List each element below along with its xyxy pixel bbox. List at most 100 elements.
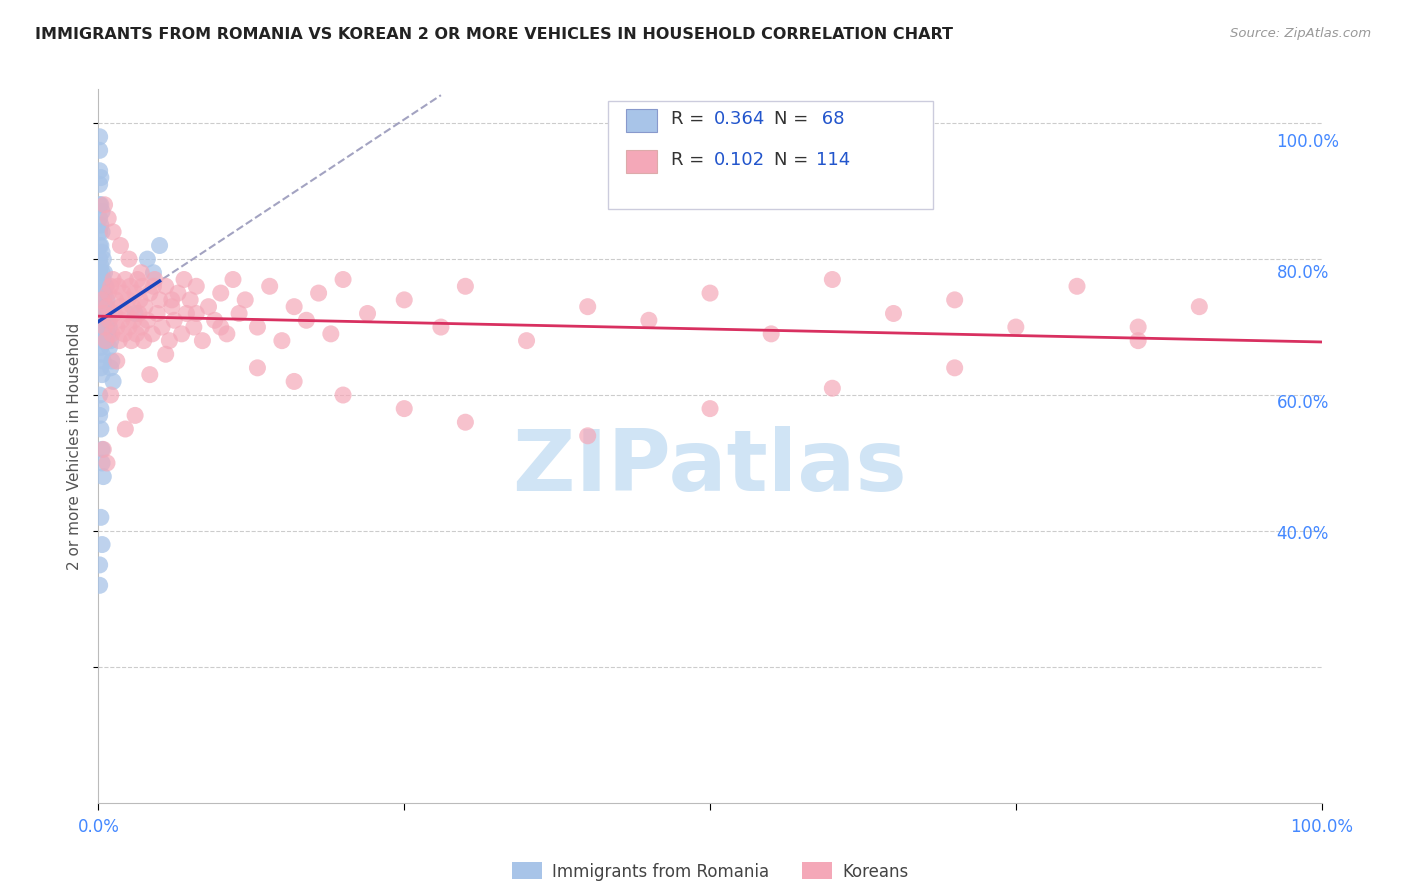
Point [201,316,224,330]
Point [492,290,515,304]
Point [169,302,191,317]
Point [205,342,228,356]
Point [172,329,194,343]
Point [269,322,291,336]
Point [167,538,190,552]
Point [252,290,274,304]
Point [167,368,190,383]
Point [172,302,194,317]
Point [197,414,219,428]
Point [928,368,950,383]
Point [166,394,188,409]
Text: 0.364: 0.364 [713,111,765,128]
Point [173,335,195,350]
Point [167,447,190,461]
Point [169,342,191,356]
Point [263,310,285,324]
Point [167,277,190,291]
Point [195,310,218,324]
Point [167,270,190,285]
Point [193,290,215,304]
Point [274,296,297,310]
Point [274,329,297,343]
Point [177,381,200,395]
Point [170,296,193,310]
Point [166,558,188,572]
Text: 68: 68 [815,111,845,128]
Point [169,263,191,277]
Point [166,192,188,206]
Point [201,302,224,317]
Point [197,296,219,310]
Point [167,512,190,526]
Point [1091,329,1114,343]
Point [195,322,218,336]
Point [190,316,212,330]
Point [167,218,190,232]
Point [184,251,207,265]
Point [172,290,194,304]
Point [170,277,193,291]
Text: 0.102: 0.102 [713,152,765,169]
Point [318,290,340,304]
Point [169,473,191,487]
Point [174,322,197,336]
Point [243,316,266,330]
Point [169,283,191,297]
Point [246,302,269,317]
Point [191,302,214,317]
Point [197,316,219,330]
Point [1036,290,1059,304]
Point [194,342,217,356]
Point [221,329,243,343]
Point [176,394,198,409]
Point [169,316,191,330]
Point [257,342,280,356]
Point [339,310,361,324]
Point [191,263,214,277]
Point [169,322,191,336]
Point [170,316,193,330]
Text: 114: 114 [815,152,851,169]
Point [198,335,221,350]
Point [166,237,188,252]
Point [382,394,405,409]
Point [167,237,190,252]
Point [172,310,194,324]
Point [235,296,257,310]
Point [166,159,188,173]
Point [188,283,211,297]
Point [179,316,201,330]
Point [167,355,190,369]
Point [546,342,568,356]
Point [167,257,190,271]
Point [167,251,190,265]
Point [284,283,307,297]
Point [167,329,190,343]
Point [167,302,190,317]
Point [202,329,225,343]
Point [181,290,204,304]
Point [166,414,188,428]
Point [307,368,329,383]
Point [176,368,198,383]
Point [166,263,188,277]
Text: R =: R = [671,111,710,128]
Point [1144,310,1167,324]
Point [217,316,239,330]
Text: N =: N = [773,152,814,169]
Point [655,322,678,336]
Text: Source: ZipAtlas.com: Source: ZipAtlas.com [1230,27,1371,40]
Point [167,408,190,422]
Point [981,329,1004,343]
Point [167,185,190,199]
Point [200,283,222,297]
Point [710,408,733,422]
Point [228,342,250,356]
Point [600,310,623,324]
Point [225,290,247,304]
Point [167,310,190,324]
Point [278,335,301,350]
Point [173,296,195,310]
Point [214,277,236,291]
